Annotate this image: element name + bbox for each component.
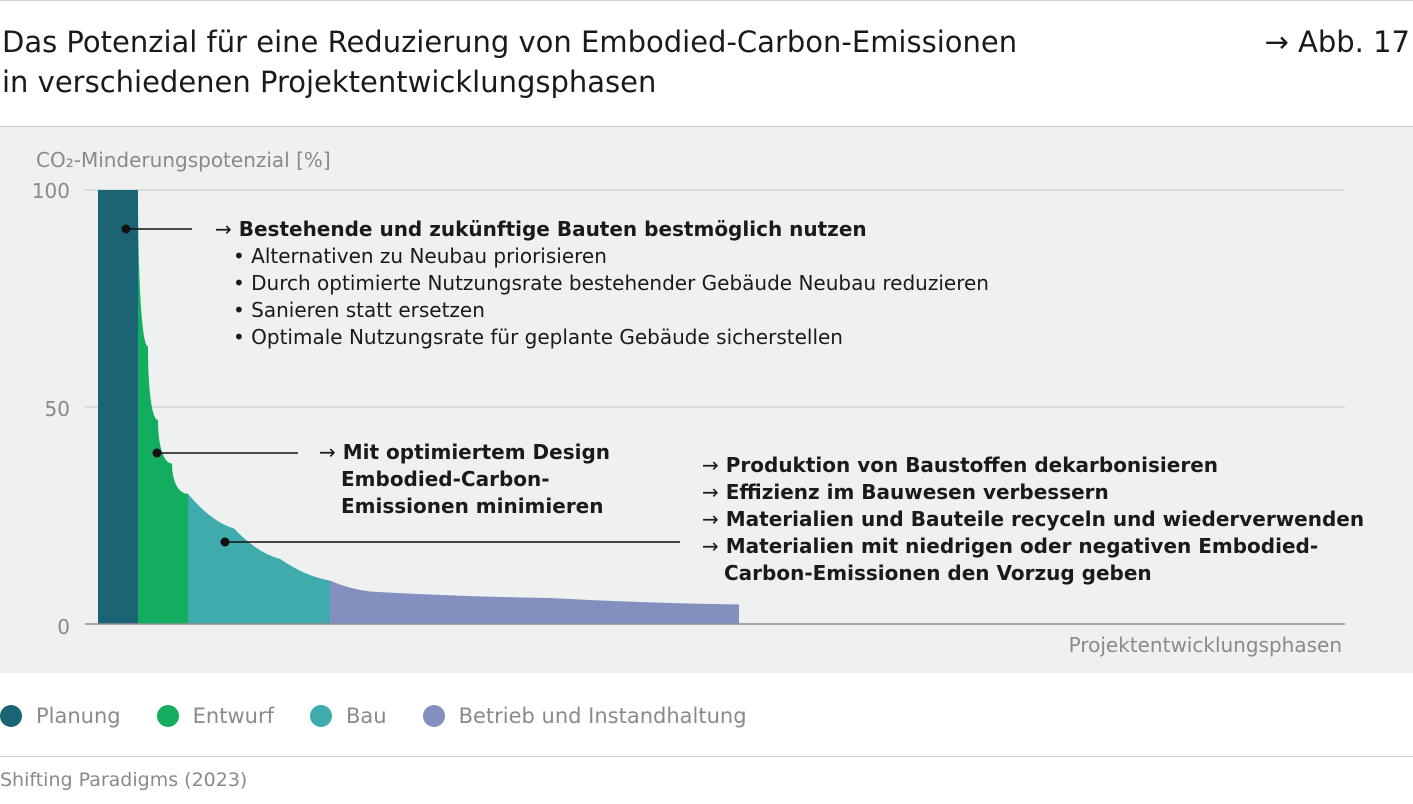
title-divider: [0, 126, 1413, 127]
annotation-entwurf-line-3: Emissionen minimieren: [341, 494, 604, 518]
list-item: Durch optimierte Nutzungsrate bestehende…: [233, 270, 989, 297]
legend-swatch: [309, 705, 332, 727]
top-rule: [0, 0, 1413, 1]
legend-label: Planung: [36, 704, 121, 728]
area-betrieb-und-instandhaltung: [330, 580, 739, 624]
annotation-bau-line-5: Carbon-Emissionen den Vorzug geben: [724, 561, 1152, 585]
y-tick-100: 100: [31, 179, 70, 203]
annotation-bau: → Produktion von Baustoffen dekarbonisie…: [702, 453, 1365, 585]
y-axis-label: CO₂-Minderungspotenzial [%]: [36, 148, 331, 172]
annotation-entwurf-line-1: Mit optimiertem Design: [342, 440, 611, 464]
annotation-bau-line-3: Materialien und Bauteile recyceln und wi…: [725, 507, 1365, 531]
annotation-bau-line-2: Effizienz im Bauwesen verbessern: [725, 480, 1109, 504]
title-line-2: in verschiedenen Projektentwicklungsphas…: [2, 65, 657, 99]
annotation-bau-line-1: Produktion von Baustoffen dekarbonisiere…: [725, 453, 1219, 477]
annotation-planung-list: Alternativen zu Neubau priorisieren Durc…: [215, 243, 989, 351]
legend-label: Betrieb und Instandhaltung: [458, 704, 747, 728]
legend-item-planung: Planung: [0, 704, 121, 728]
y-tick-50: 50: [44, 397, 70, 421]
list-item: Optimale Nutzungsrate für geplante Gebäu…: [233, 324, 989, 351]
legend-swatch: [156, 705, 179, 727]
annotation-bau-line-4: Materialien mit niedrigen oder negativen…: [725, 534, 1319, 558]
legend-item-entwurf: Entwurf: [156, 704, 274, 728]
legend-item-bau: Bau: [309, 704, 387, 728]
legend-swatch: [422, 705, 445, 727]
area-entwurf: [138, 190, 188, 624]
leader-bau-dot: [220, 537, 230, 547]
legend-item-betrieb: Betrieb und Instandhaltung: [422, 704, 747, 728]
list-item: Alternativen zu Neubau priorisieren: [233, 243, 989, 270]
legend-label: Entwurf: [192, 704, 274, 728]
annotation-planung: → Bestehende und zukünftige Bauten bestm…: [215, 216, 989, 351]
legend-label: Bau: [345, 704, 387, 728]
list-item: Sanieren statt ersetzen: [233, 297, 989, 324]
area-bau: [188, 493, 330, 624]
leader-entwurf-dot: [152, 448, 162, 458]
area-planung: [98, 190, 138, 624]
annotation-planung-head: → Bestehende und zukünftige Bauten bestm…: [215, 217, 867, 241]
footer-divider: [0, 756, 1413, 757]
y-tick-0: 0: [57, 615, 70, 639]
legend: Planung Entwurf Bau Betrieb und Instandh…: [0, 700, 783, 732]
chart-title: Das Potenzial für eine Reduzierung von E…: [2, 22, 1152, 102]
figure-reference: → Abb. 17: [1264, 25, 1410, 59]
leader-planung-dot: [121, 224, 131, 234]
legend-swatch: [0, 705, 22, 727]
annotation-entwurf-line-2: Embodied-Carbon-: [341, 467, 550, 491]
x-axis-label: Projektentwicklungsphasen: [1068, 633, 1342, 657]
source-note: Shifting Paradigms (2023): [0, 769, 248, 791]
annotation-entwurf: → Mit optimiertem Design Embodied-Carbon…: [319, 440, 611, 518]
title-line-1: Das Potenzial für eine Reduzierung von E…: [2, 25, 1018, 59]
